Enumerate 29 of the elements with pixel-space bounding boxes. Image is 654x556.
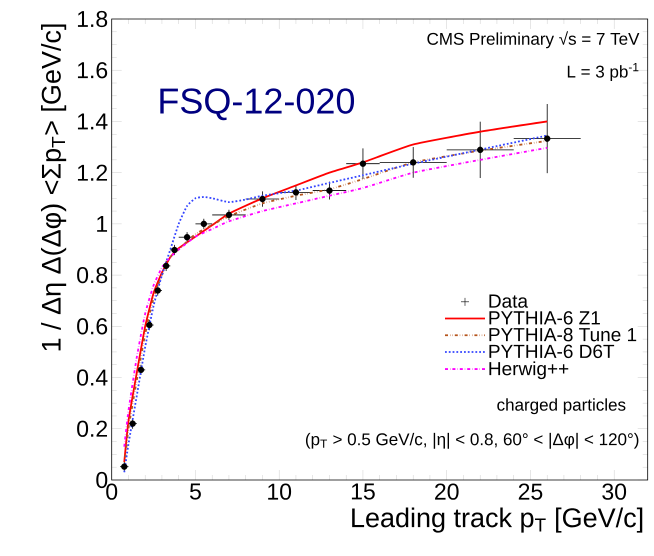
- y-tick-label: 0.4: [77, 369, 108, 386]
- x-tick-label: 10: [268, 484, 292, 500]
- y-tick-label: 0.6: [77, 318, 108, 334]
- x-tick-label: 30: [602, 484, 626, 500]
- y-tick-label: 1.6: [78, 62, 108, 78]
- annotation: (p$_{T}$ > 0.5 GeV/c, |η| < 0.8, 60° < |Δφ| < 120°): [306, 432, 638, 449]
- annotation: charged particles: [497, 398, 626, 414]
- annotation: L = 3 pb$^{-1}$: [568, 63, 638, 81]
- y-tick-label: 1.8: [78, 10, 108, 28]
- y-axis-title: 1 / Δη Δ(Δφ) <Σp$_{T}$> [GeV/c]: [40, 24, 66, 350]
- annotation: CMS Preliminary √s = 7 TeV: [427, 31, 640, 48]
- y-tick-label: 0.2: [77, 420, 108, 437]
- x-tick-label: 15: [352, 484, 375, 500]
- y-tick-label: 1.4: [78, 114, 108, 130]
- x-tick-label: 5: [190, 484, 201, 500]
- legend-label: PYTHIA-6 Z1: [489, 311, 600, 325]
- x-tick-label: 20: [435, 484, 459, 500]
- x-tick-label: 0: [106, 484, 118, 500]
- y-tick-label: 0: [96, 472, 108, 488]
- legend-label: PYTHIA-6 D6T: [489, 344, 614, 358]
- legend-label: Data: [489, 294, 528, 308]
- y-tick-label: 1: [97, 216, 108, 232]
- y-tick-label: 1.2: [78, 164, 108, 181]
- x-tick-label: 25: [518, 484, 542, 500]
- annotation: FSQ-12-020: [160, 88, 354, 120]
- legend-label: Herwig++: [489, 361, 568, 380]
- x-axis-title: Leading track p$_{T}$ [GeV/c]: [352, 508, 642, 533]
- legend-label: PYTHIA-8 Tune 1: [489, 328, 636, 342]
- y-tick-label: 0.8: [77, 266, 108, 284]
